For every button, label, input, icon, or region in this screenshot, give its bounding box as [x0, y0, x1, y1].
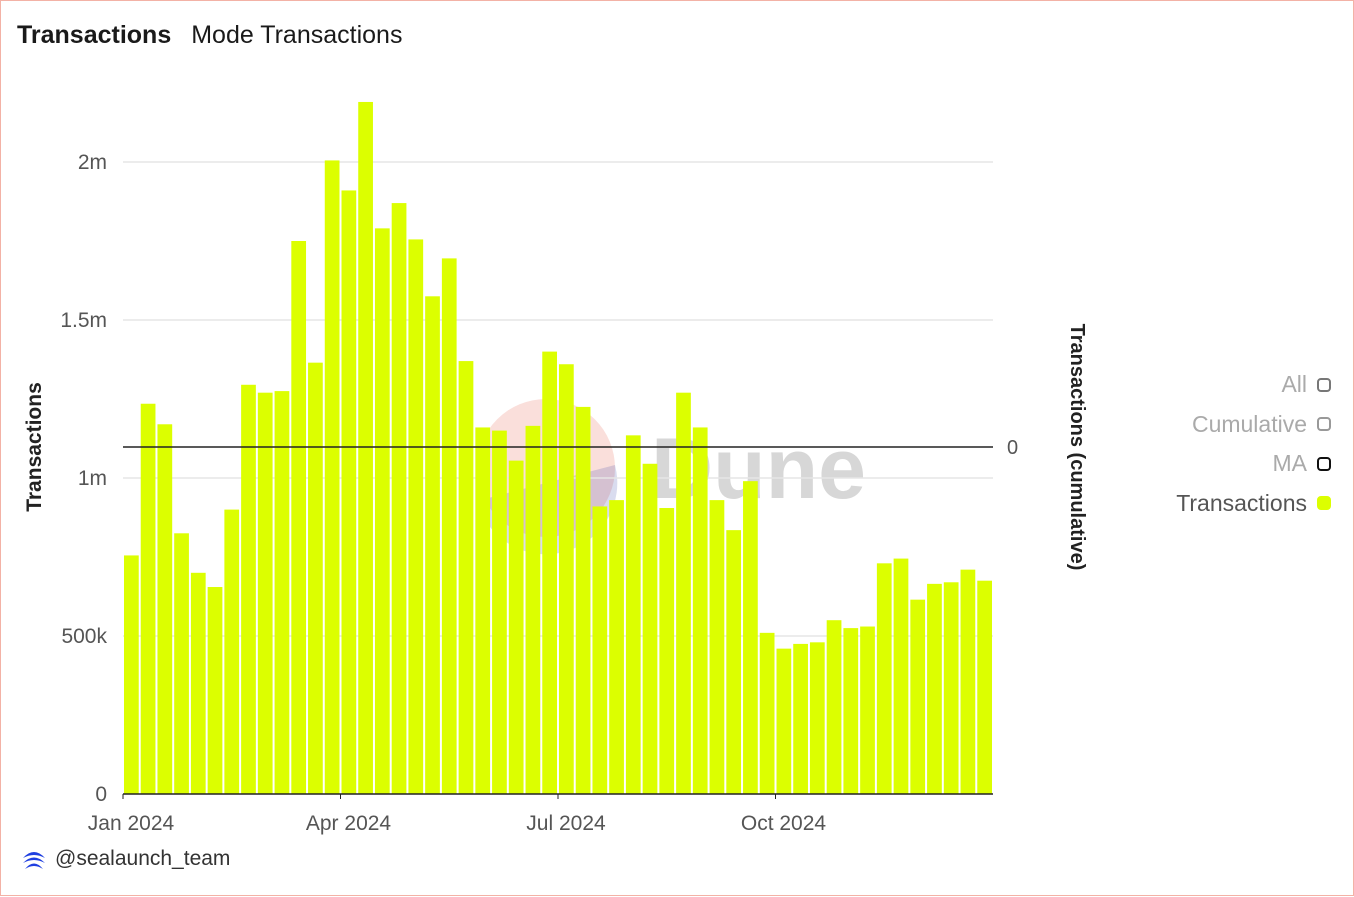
bar[interactable] — [743, 481, 758, 794]
bar[interactable] — [224, 509, 240, 794]
bar[interactable] — [977, 580, 992, 794]
bar[interactable] — [809, 642, 825, 794]
bars — [124, 101, 992, 795]
x-tick-label: Jan 2024 — [88, 812, 175, 835]
bar[interactable] — [609, 500, 624, 794]
bar[interactable] — [826, 620, 842, 794]
bar[interactable] — [843, 628, 859, 794]
chart-header: Transactions Mode Transactions — [17, 21, 402, 53]
bar[interactable] — [358, 101, 373, 794]
bar[interactable] — [642, 463, 658, 794]
x-tick-label: Apr 2024 — [306, 812, 392, 835]
legend-item-all[interactable]: All — [1081, 365, 1331, 405]
legend-label: MA — [1272, 450, 1308, 477]
sealaunch-logo-icon — [23, 852, 45, 869]
y-axis-label: Transactions — [23, 382, 46, 512]
bar[interactable] — [676, 392, 691, 794]
legend-item-ma[interactable]: MA — [1081, 444, 1331, 484]
bar[interactable] — [659, 508, 675, 794]
bar[interactable] — [893, 558, 909, 794]
bar[interactable] — [475, 427, 491, 794]
bar[interactable] — [190, 572, 206, 794]
bar[interactable] — [174, 533, 189, 794]
bar[interactable] — [559, 364, 574, 794]
bar[interactable] — [425, 296, 440, 794]
x-tick-label: Oct 2024 — [741, 812, 827, 835]
bar[interactable] — [525, 425, 541, 794]
bar[interactable] — [910, 599, 926, 794]
bar[interactable] — [793, 643, 808, 794]
legend-checkbox-icon[interactable] — [1317, 417, 1331, 432]
y-tick-label: 2m — [78, 151, 107, 174]
chart-title: Transactions — [17, 21, 172, 49]
bar[interactable] — [927, 583, 942, 794]
bar[interactable] — [124, 555, 139, 794]
bar[interactable] — [207, 587, 223, 794]
legend-label: Transactions — [1176, 489, 1307, 516]
legend-label: All — [1281, 371, 1307, 398]
y-tick-label: 1m — [78, 467, 107, 490]
bar[interactable] — [492, 430, 507, 794]
bar[interactable] — [960, 569, 976, 794]
legend-label: Cumulative — [1191, 410, 1307, 437]
bar[interactable] — [860, 626, 875, 794]
legend-checkbox-icon[interactable] — [1317, 496, 1331, 511]
bar[interactable] — [140, 403, 156, 794]
bar[interactable] — [776, 648, 792, 794]
bar[interactable] — [458, 361, 474, 794]
bar[interactable] — [391, 203, 407, 794]
legend: All Cumulative MA Transactions — [1081, 365, 1331, 523]
x-tick-label: Jul 2024 — [526, 812, 606, 835]
bar[interactable] — [157, 424, 173, 794]
bar[interactable] — [625, 435, 641, 794]
bar[interactable] — [709, 500, 725, 794]
bar[interactable] — [274, 391, 290, 794]
footer: @sealaunch_team — [21, 847, 230, 871]
y-tick-label: 1.5m — [60, 309, 107, 332]
legend-checkbox-icon[interactable] — [1317, 377, 1331, 392]
bar[interactable] — [542, 351, 557, 794]
bar[interactable] — [943, 582, 959, 794]
bar[interactable] — [592, 506, 608, 794]
bar[interactable] — [876, 563, 892, 794]
bar[interactable] — [575, 406, 591, 794]
bar[interactable] — [759, 632, 775, 794]
y2-tick-label: 0 — [1007, 437, 1018, 459]
bar[interactable] — [257, 392, 273, 794]
footer-handle: @sealaunch_team — [55, 847, 231, 870]
chart-subtitle: Mode Transactions — [191, 21, 403, 49]
bar[interactable] — [291, 241, 307, 794]
bar[interactable] — [408, 239, 424, 795]
bar[interactable] — [341, 190, 357, 794]
bar[interactable] — [324, 160, 340, 795]
y-tick-label: 500k — [61, 625, 107, 648]
bar[interactable] — [726, 530, 742, 794]
bar[interactable] — [441, 258, 457, 794]
bar[interactable] — [374, 228, 390, 795]
legend-item-transactions[interactable]: Transactions — [1081, 484, 1331, 524]
bar[interactable] — [308, 362, 323, 794]
bar[interactable] — [508, 460, 524, 794]
legend-checkbox-icon[interactable] — [1317, 456, 1331, 471]
y2-axis-label: Transactions (cumulative) — [1066, 324, 1088, 571]
bar[interactable] — [692, 427, 708, 794]
y-tick-label: 0 — [95, 783, 107, 806]
axes: 0 500k 1m 1.5m 2m 0 Jan 2024 Apr 2024 Jul 2024 Oc… — [60, 151, 1018, 835]
bar[interactable] — [241, 384, 256, 794]
legend-item-cumulative[interactable]: Cumulative — [1081, 405, 1331, 445]
